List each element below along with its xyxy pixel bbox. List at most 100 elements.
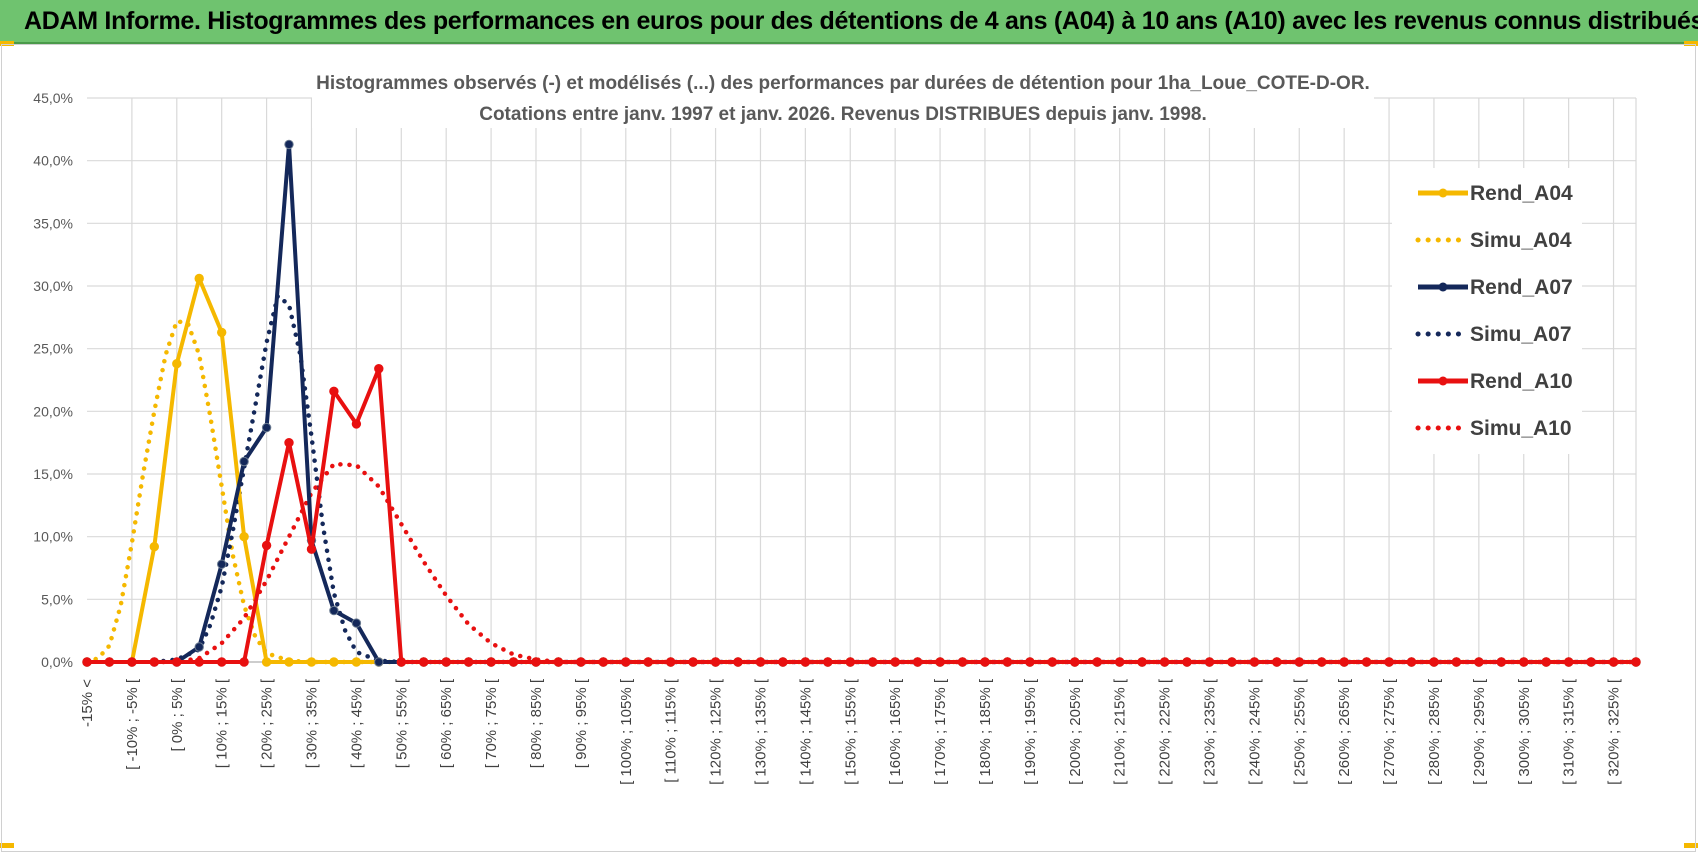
x-tick-label: [ 180% ; 185% [ — [977, 678, 994, 785]
x-tick-label: [ 140% ; 145% [ — [797, 678, 814, 785]
point-rend-a10 — [800, 657, 811, 667]
x-tick-label: [ 80% ; 85% [ — [528, 678, 545, 768]
point-rend-a10 — [755, 657, 766, 667]
y-tick-label: 45,0% — [33, 90, 73, 106]
point-rend-a10 — [1047, 657, 1058, 667]
x-tick-label: [ 240% ; 245% [ — [1246, 678, 1263, 785]
x-tick-label: [ 50% ; 55% [ — [393, 678, 410, 768]
point-rend-a04 — [351, 657, 362, 667]
legend-marker-rend-a04 — [1438, 188, 1448, 198]
point-rend-a10 — [1249, 657, 1260, 667]
point-rend-a07 — [217, 559, 227, 569]
point-rend-a04 — [261, 657, 272, 667]
point-rend-a10 — [1429, 657, 1439, 667]
x-tick-label: [ 220% ; 225% [ — [1157, 678, 1174, 785]
point-rend-a04 — [149, 542, 160, 552]
x-axis-ticks: -15% < [ -10% ; -5% [[ 0% ; 5% [[ 10% ; 1… — [79, 678, 1623, 785]
point-rend-a10 — [643, 657, 653, 667]
chart-frame — [1, 44, 1696, 852]
point-rend-a10 — [1564, 657, 1574, 667]
point-rend-a10 — [396, 657, 406, 667]
x-tick-label: [ 30% ; 35% [ — [303, 678, 320, 768]
point-rend-a10 — [1631, 657, 1641, 667]
point-rend-a10 — [1451, 657, 1462, 667]
point-rend-a10 — [576, 657, 586, 667]
point-rend-a10 — [1182, 657, 1192, 667]
series-line-simu-a07 — [152, 293, 1639, 665]
point-rend-a07 — [374, 657, 384, 667]
legend-item-simu-a07: Simu_A07 — [1415, 323, 1572, 346]
legend-label-rend-a10: Rend_A10 — [1470, 370, 1573, 393]
corner-mark-bottom-left — [0, 843, 14, 848]
point-rend-a10 — [419, 657, 429, 667]
x-tick-label: [ 270% ; 275% [ — [1381, 678, 1398, 785]
y-tick-label: 35,0% — [33, 215, 73, 231]
legend-item-rend-a07: Rend_A07 — [1418, 276, 1573, 299]
point-rend-a10 — [1294, 657, 1305, 667]
corner-mark-top-left — [0, 41, 14, 46]
x-tick-label: [ 120% ; 125% [ — [708, 678, 725, 785]
point-rend-a10 — [1384, 657, 1394, 667]
point-rend-a10 — [778, 657, 788, 667]
point-rend-a10 — [1025, 657, 1035, 667]
point-rend-a10 — [441, 657, 451, 667]
point-rend-a10 — [598, 657, 608, 667]
y-tick-label: 15,0% — [33, 466, 73, 482]
point-rend-a10 — [1092, 657, 1102, 667]
legend-item-rend-a10: Rend_A10 — [1418, 370, 1573, 393]
series-layer — [82, 139, 1641, 667]
point-rend-a10 — [935, 657, 945, 667]
point-rend-a10 — [980, 657, 990, 667]
point-rend-a10 — [1115, 657, 1125, 667]
point-rend-a10 — [890, 657, 900, 667]
chart-title-background — [312, 64, 1374, 128]
point-rend-a10 — [104, 657, 115, 667]
point-rend-a10 — [1608, 657, 1619, 667]
x-tick-label: [ 230% ; 235% [ — [1201, 678, 1218, 785]
point-rend-a10 — [172, 657, 182, 667]
point-rend-a10 — [351, 419, 362, 429]
point-rend-a10 — [868, 657, 878, 667]
point-rend-a10 — [217, 657, 227, 667]
legend: Rend_A04 Simu_A04 Rend_A07 Simu_A07 Rend… — [1392, 168, 1582, 454]
point-rend-a10 — [621, 657, 631, 667]
point-rend-a10 — [463, 657, 474, 667]
x-tick-label: [ 290% ; 295% [ — [1471, 678, 1488, 785]
corner-mark-bottom-right — [1684, 843, 1698, 848]
point-rend-a10 — [688, 657, 698, 667]
legend-marker-rend-a10 — [1438, 376, 1448, 386]
point-rend-a10 — [1361, 657, 1372, 667]
point-rend-a10 — [1586, 657, 1596, 667]
x-tick-label: [ 70% ; 75% [ — [483, 678, 500, 768]
x-tick-label: [ 10% ; 15% [ — [214, 678, 231, 768]
y-tick-label: 10,0% — [33, 529, 73, 545]
y-tick-label: 5,0% — [41, 591, 73, 607]
legend-item-simu-a10: Simu_A10 — [1415, 417, 1572, 440]
legend-item-simu-a04: Simu_A04 — [1415, 229, 1572, 252]
point-rend-a10 — [127, 657, 137, 667]
point-rend-a10 — [1519, 657, 1529, 667]
point-rend-a07 — [351, 618, 362, 628]
y-axis-ticks: 0,0% 5,0% 10,0% 15,0% 20,0% 25,0% 30,0% 35,0% 40… — [33, 90, 73, 670]
y-tick-label: 20,0% — [33, 403, 73, 419]
point-rend-a10 — [486, 657, 496, 667]
point-rend-a10 — [1541, 657, 1551, 667]
point-rend-a10 — [957, 657, 968, 667]
point-rend-a10 — [1339, 657, 1349, 667]
point-rend-a04 — [217, 327, 227, 338]
chart-title-line-2: Cotations entre janv. 1997 et janv. 2026… — [479, 104, 1207, 125]
point-rend-a10 — [710, 657, 721, 667]
point-rend-a07 — [329, 605, 339, 616]
point-rend-a07 — [239, 456, 249, 467]
point-rend-a10 — [1496, 657, 1507, 667]
point-rend-a10 — [194, 657, 204, 667]
x-tick-label: [ 20% ; 25% [ — [259, 678, 276, 768]
x-tick-label: -15% < — [79, 679, 96, 727]
point-rend-a10 — [1137, 657, 1147, 667]
point-rend-a10 — [733, 657, 743, 667]
point-rend-a10 — [374, 364, 384, 374]
point-rend-a10 — [306, 544, 317, 554]
point-rend-a10 — [531, 657, 541, 667]
point-rend-a07 — [284, 139, 294, 150]
